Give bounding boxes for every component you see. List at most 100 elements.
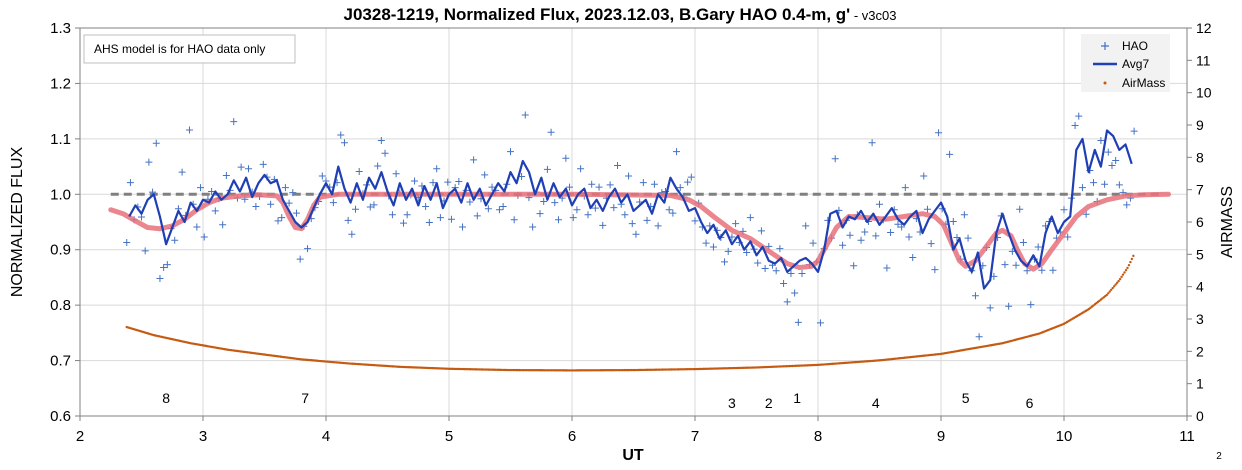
x-tick-label: 7 xyxy=(691,428,699,445)
x-tick-label: 4 xyxy=(322,428,330,445)
hao-point xyxy=(1075,112,1083,120)
hao-point xyxy=(340,139,348,147)
hao-point xyxy=(178,168,186,176)
hao-point xyxy=(252,202,260,210)
hao-point xyxy=(1112,156,1120,164)
hao-point xyxy=(569,214,577,222)
hao-point xyxy=(355,168,363,176)
hao-point xyxy=(1115,181,1123,189)
hao-point xyxy=(344,216,352,224)
y2-tick-label: 6 xyxy=(1196,214,1204,230)
hao-point xyxy=(529,223,537,231)
hao-point xyxy=(1104,148,1112,156)
hao-point xyxy=(724,247,732,255)
hao-point xyxy=(1090,179,1098,187)
y-tick-label: 1.2 xyxy=(50,75,71,92)
legend-airmass: AirMass xyxy=(1103,76,1165,90)
airmass-point xyxy=(1110,288,1113,292)
hao-point xyxy=(433,165,441,173)
hao-point xyxy=(816,319,824,327)
legend-avg7-label: Avg7 xyxy=(1122,57,1149,71)
y-tick-label: 1.0 xyxy=(50,186,71,203)
hao-point xyxy=(484,205,492,213)
dip-labels: 8 7 3 2 1 4 5 6 xyxy=(162,390,1033,411)
hao-point xyxy=(447,215,455,223)
hao-point xyxy=(1027,301,1035,309)
hao-point xyxy=(470,156,478,164)
hao-point xyxy=(691,217,699,225)
hao-point xyxy=(1078,184,1086,192)
hao-point xyxy=(628,220,636,228)
hao-point xyxy=(901,184,909,192)
hao-point xyxy=(898,223,906,231)
hao-point xyxy=(392,170,400,178)
airmass-point xyxy=(1127,263,1131,267)
hao-point xyxy=(219,221,227,229)
hao-point xyxy=(521,111,529,119)
hao-point xyxy=(193,223,201,231)
airmass-point xyxy=(1123,271,1126,274)
airmass-point xyxy=(1117,279,1120,283)
legend-airmass-label: AirMass xyxy=(1122,76,1165,90)
hao-point xyxy=(809,239,817,247)
airmass-point xyxy=(1108,290,1111,293)
hao-point xyxy=(588,180,596,188)
hao-point xyxy=(931,266,939,274)
hao-point xyxy=(783,298,791,306)
hao-point xyxy=(868,139,876,147)
hao-point xyxy=(909,253,917,261)
x-tick-label: 2 xyxy=(76,428,84,445)
x-tick-label: 9 xyxy=(937,428,945,445)
hao-point xyxy=(798,270,806,278)
hao-point xyxy=(374,162,382,170)
airmass-point xyxy=(1112,285,1116,288)
hao-point xyxy=(757,227,765,235)
hao-point xyxy=(230,118,238,126)
y-tick-label: 1.1 xyxy=(50,131,71,148)
airmass-point xyxy=(1105,293,1109,297)
note-text: AHS model is for HAO data only xyxy=(94,42,265,56)
legend-avg7: Avg7 xyxy=(1093,57,1149,71)
hao-point xyxy=(510,216,518,224)
hao-point xyxy=(403,211,411,219)
hao-point xyxy=(975,333,983,341)
hao-point xyxy=(577,165,585,173)
dip-label: 6 xyxy=(1026,395,1034,411)
hao-point xyxy=(872,232,880,240)
y2-tick-label: 12 xyxy=(1196,20,1212,36)
hao-point xyxy=(507,148,514,156)
hao-point xyxy=(399,219,407,227)
hao-point xyxy=(754,259,762,267)
hao-point xyxy=(540,197,548,205)
hao-point xyxy=(850,262,858,270)
hao-point xyxy=(473,212,481,220)
hao-point xyxy=(1001,261,1009,269)
hao-point xyxy=(318,172,326,180)
hao-point xyxy=(337,131,345,139)
hao-point xyxy=(455,178,463,186)
hao-point xyxy=(923,205,931,213)
chart-title-suffix: - v3c03 xyxy=(850,8,896,23)
hao-point xyxy=(861,228,869,236)
hao-point xyxy=(274,217,282,225)
hao-point xyxy=(547,128,555,136)
hao-point xyxy=(669,209,677,217)
hao-point xyxy=(787,270,795,278)
dip-label: 2 xyxy=(765,395,773,411)
hao-point xyxy=(425,219,433,227)
hao-point xyxy=(1019,239,1027,247)
x-axis-ticks: 2 3 4 5 6 7 8 9 10 11 xyxy=(76,416,1195,445)
hao-point xyxy=(761,265,769,273)
hao-point xyxy=(152,139,160,147)
hao-point xyxy=(1049,266,1057,274)
hao-point xyxy=(791,289,799,297)
hao-point xyxy=(610,204,618,212)
hao-point xyxy=(304,245,312,253)
hao-point xyxy=(329,199,337,207)
hao-point xyxy=(488,183,496,191)
hao-point xyxy=(562,154,570,162)
y2-tick-label: 8 xyxy=(1196,149,1204,165)
hao-point xyxy=(573,206,581,214)
hao-point xyxy=(964,234,972,242)
